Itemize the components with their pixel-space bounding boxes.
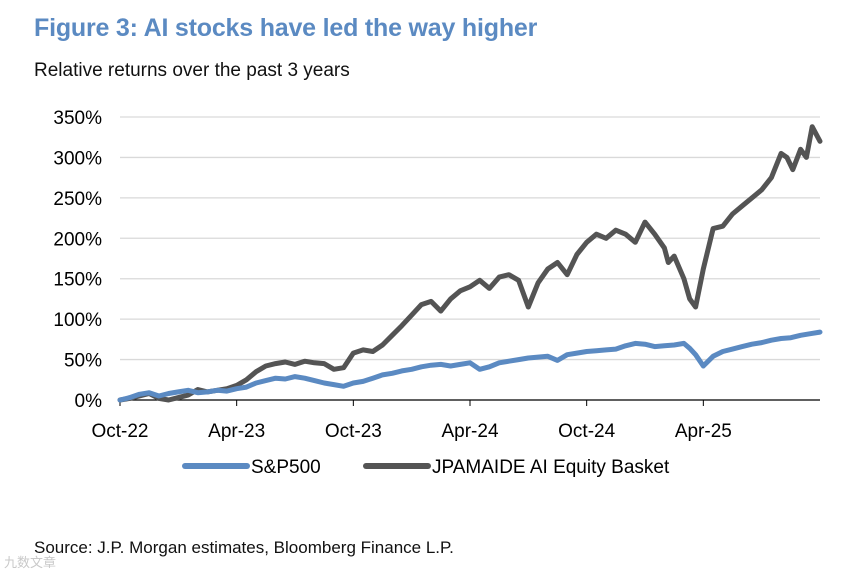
legend-label: S&P500 bbox=[251, 457, 321, 478]
x-tick-label: Oct-23 bbox=[325, 421, 382, 442]
y-tick-label: 300% bbox=[53, 148, 102, 169]
legend-item-ai-basket: JPAMAIDE AI Equity Basket bbox=[363, 457, 670, 478]
legend-item-sp500: S&P500 bbox=[182, 457, 321, 478]
series-line-sp500 bbox=[117, 329, 823, 403]
y-tick-label: 150% bbox=[53, 270, 102, 291]
series-line-ai-basket bbox=[117, 124, 823, 403]
legend: S&P500 JPAMAIDE AI Equity Basket bbox=[182, 457, 670, 478]
source-note: Source: J.P. Morgan estimates, Bloomberg… bbox=[34, 538, 454, 557]
y-tick-label: 0% bbox=[75, 391, 103, 412]
legend-label: JPAMAIDE AI Equity Basket bbox=[432, 457, 670, 478]
axes: 0% 50% 100% 150% 200% 250% 300% 350% Oct-22 Apr-2… bbox=[53, 108, 820, 442]
watermark-text: 九数文章 bbox=[4, 555, 57, 570]
x-tick-label: Oct-22 bbox=[91, 421, 148, 442]
y-tick-label: 350% bbox=[53, 108, 102, 129]
chart-subtitle: Relative returns over the past 3 years bbox=[34, 60, 350, 81]
gridlines bbox=[120, 116, 820, 361]
y-tick-label: 50% bbox=[64, 351, 102, 372]
x-tick-label: Apr-24 bbox=[441, 421, 498, 442]
x-tick-label: Apr-23 bbox=[208, 421, 265, 442]
x-tick-label: Apr-25 bbox=[675, 421, 732, 442]
y-tick-label: 250% bbox=[53, 189, 102, 210]
x-tick-label: Oct-24 bbox=[558, 421, 615, 442]
y-tick-label: 200% bbox=[53, 229, 102, 250]
y-tick-label: 100% bbox=[53, 310, 102, 331]
chart-title: Figure 3: AI stocks have led the way hig… bbox=[34, 14, 538, 42]
series-lines bbox=[117, 124, 823, 403]
